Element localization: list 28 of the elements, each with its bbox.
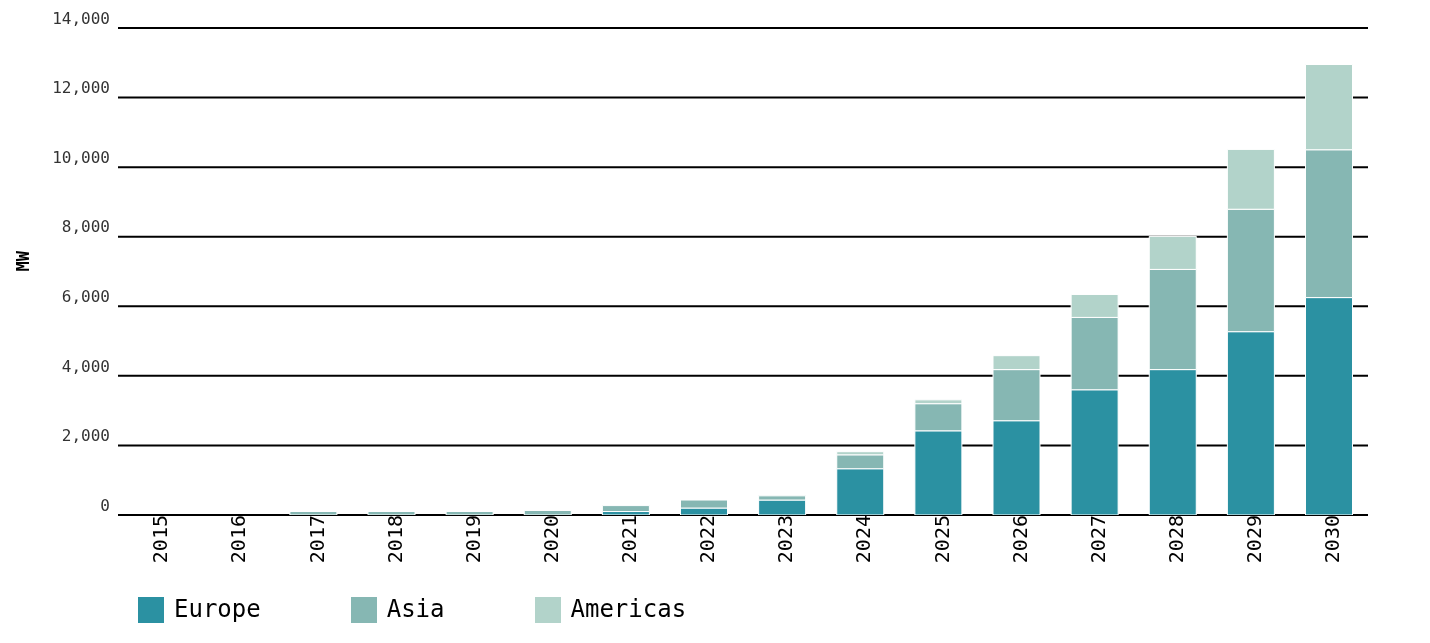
y-tick-label: 8,000 — [61, 217, 110, 237]
x-tick-label: 2021 — [617, 515, 642, 564]
y-tick-label: 14,000 — [52, 8, 110, 28]
y-axis-title: MW — [13, 250, 34, 272]
y-tick-label: 10,000 — [52, 147, 110, 167]
x-tick-label: 2023 — [773, 515, 798, 564]
x-tick-label: 2028 — [1163, 515, 1188, 564]
y-tick-label: 0 — [100, 495, 110, 515]
x-tick-label: 2019 — [460, 515, 485, 564]
legend-label: Asia — [386, 595, 445, 623]
x-tick-label: 2018 — [382, 515, 407, 564]
y-tick-label: 6,000 — [61, 286, 110, 306]
x-tick-label: 2017 — [304, 515, 329, 564]
x-tick-label: 2026 — [1007, 515, 1032, 564]
y-tick-label: 4,000 — [61, 356, 110, 376]
x-tick-label: 2015 — [148, 515, 173, 564]
x-tick-label: 2020 — [538, 515, 563, 564]
legend-label: Americas — [570, 595, 687, 623]
x-tick-label: 2029 — [1242, 515, 1267, 564]
x-tick-label: 2024 — [851, 515, 876, 564]
y-tick-label: 2,000 — [61, 426, 110, 446]
x-tick-label: 2016 — [226, 515, 251, 564]
x-tick-label: 2022 — [695, 515, 720, 564]
x-tick-label: 2027 — [1085, 515, 1110, 564]
x-tick-label: 2030 — [1320, 515, 1345, 564]
y-tick-label: 12,000 — [52, 78, 110, 98]
x-tick-label: 2025 — [929, 515, 954, 564]
legend-label: Europe — [174, 595, 261, 623]
